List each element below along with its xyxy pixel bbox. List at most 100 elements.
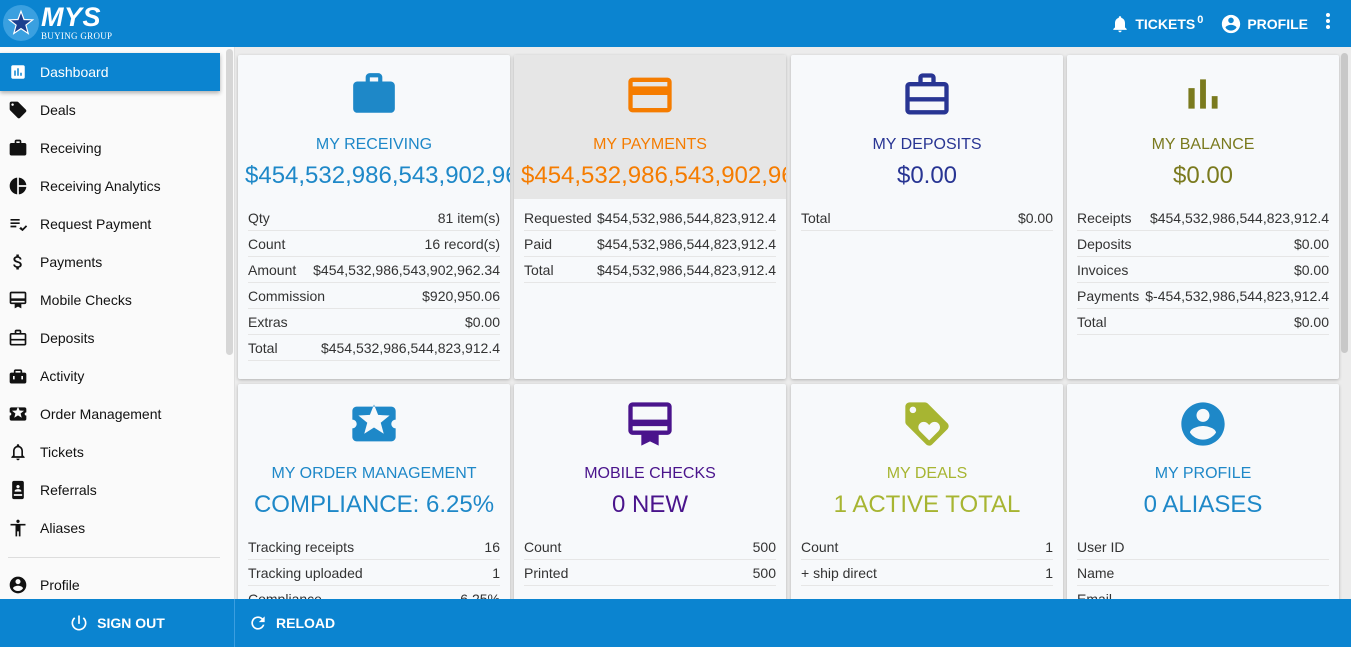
sidebar-item-referrals[interactable]: Referrals bbox=[0, 471, 220, 509]
row-label: Total bbox=[1077, 313, 1107, 330]
row-value: $454,532,986,544,823,912.4 bbox=[320, 339, 500, 356]
top-app-bar: MYS BUYING GROUP TICKETS 0 PROFILE bbox=[0, 0, 1351, 47]
row-label: Count bbox=[801, 538, 839, 555]
sidebar-item-deals[interactable]: Deals bbox=[0, 91, 220, 129]
tickets-label: TICKETS bbox=[1135, 15, 1196, 32]
row-label: Name bbox=[1077, 564, 1115, 581]
sidebar-item-request-payment[interactable]: Request Payment bbox=[0, 205, 220, 243]
sidebar-item-dashboard[interactable]: Dashboard bbox=[0, 53, 220, 91]
sidebar-item-label: Deposits bbox=[40, 330, 95, 346]
row-label: Payments bbox=[1077, 287, 1140, 304]
sidebar-item-mobile-checks[interactable]: Mobile Checks bbox=[0, 281, 220, 319]
row-label: Printed bbox=[524, 564, 569, 581]
profile-card[interactable]: MY PROFILE 0 ALIASES User ID Name Email bbox=[1067, 384, 1339, 599]
card-value: 0 ALIASES bbox=[1143, 491, 1263, 518]
sign-out-button[interactable]: SIGN OUT bbox=[0, 599, 235, 647]
table-row: Deposits $0.00 bbox=[1077, 231, 1329, 257]
row-value: 1 bbox=[492, 564, 500, 581]
sidebar-item-tickets[interactable]: Tickets bbox=[0, 433, 220, 471]
card-title: MY PAYMENTS bbox=[593, 136, 707, 153]
deposits-card[interactable]: MY DEPOSITS $0.00 Total $0.00 bbox=[791, 55, 1063, 379]
table-row: Tracking receipts 16 bbox=[248, 534, 500, 560]
sidebar-item-payments[interactable]: Payments bbox=[0, 243, 220, 281]
card-title: MY PROFILE bbox=[1154, 465, 1252, 482]
row-label: Deposits bbox=[1077, 235, 1132, 252]
table-row: Compliance 6.25% bbox=[248, 586, 500, 600]
main-scrollbar[interactable] bbox=[1341, 53, 1348, 353]
row-label: Tracking receipts bbox=[248, 538, 355, 555]
sidebar-item-receiving[interactable]: Receiving bbox=[0, 129, 220, 167]
tickets-count-badge: 0 bbox=[1197, 13, 1204, 26]
row-value: $454,532,986,544,823,912.4 bbox=[596, 261, 776, 278]
logo-star-icon bbox=[3, 4, 39, 41]
card-title: MY ORDER MANAGEMENT bbox=[271, 465, 477, 482]
mobile-checks-card[interactable]: MOBILE CHECKS 0 NEW Count 500 Printed 500 bbox=[514, 384, 786, 599]
sidebar-item-label: Aliases bbox=[40, 520, 86, 536]
table-row: Total $454,532,986,544,823,912.4 bbox=[248, 335, 500, 361]
row-value: $454,532,986,544,823,912.4 bbox=[596, 235, 776, 252]
reload-button[interactable]: RELOAD bbox=[248, 599, 335, 647]
row-label: Commission bbox=[248, 287, 326, 304]
balance-card[interactable]: MY BALANCE $0.00 Receipts $454,532,986,54… bbox=[1067, 55, 1339, 379]
sidebar-scrollbar[interactable] bbox=[226, 49, 233, 355]
pie-chart-icon bbox=[8, 176, 28, 196]
sidebar-item-deposits[interactable]: Deposits bbox=[0, 319, 220, 357]
row-value: 16 bbox=[484, 538, 500, 555]
order-management-card[interactable]: MY ORDER MANAGEMENT COMPLIANCE: 6.25% Tr… bbox=[238, 384, 510, 599]
row-value: 500 bbox=[752, 564, 776, 581]
sidebar-item-label: Payments bbox=[40, 254, 103, 270]
sidebar-item-label: Referrals bbox=[40, 482, 97, 498]
logo[interactable]: MYS BUYING GROUP bbox=[3, 4, 112, 41]
row-value: $-454,532,986,544,823,912.4 bbox=[1145, 287, 1329, 304]
card-value: 1 ACTIVE TOTAL bbox=[833, 491, 1021, 518]
bag-outline-icon bbox=[8, 328, 28, 348]
sidebar-item-profile[interactable]: Profile bbox=[0, 566, 220, 599]
row-label: Extras bbox=[248, 313, 288, 330]
account-circle-icon bbox=[8, 575, 28, 595]
row-value: $0.00 bbox=[1293, 313, 1329, 330]
payments-card[interactable]: MY PAYMENTS $454,532,986,543,902,962.34 … bbox=[514, 55, 786, 379]
row-value: 1 bbox=[1045, 564, 1053, 581]
sidebar-divider bbox=[8, 557, 220, 558]
sidebar-item-aliases[interactable]: Aliases bbox=[0, 509, 220, 547]
tag-heart-icon bbox=[8, 100, 28, 120]
credit-card-icon bbox=[514, 69, 786, 121]
card-title: MY DEPOSITS bbox=[872, 136, 982, 153]
tickets-button[interactable]: TICKETS 0 bbox=[1110, 14, 1203, 34]
row-value: 81 item(s) bbox=[437, 209, 500, 226]
sidebar-item-activity[interactable]: Activity bbox=[0, 357, 220, 395]
sidebar-item-receiving-analytics[interactable]: Receiving Analytics bbox=[0, 167, 220, 205]
row-value: $454,532,986,543,902,962.34 bbox=[313, 261, 500, 278]
sidebar-item-label: Deals bbox=[40, 102, 76, 118]
deals-card[interactable]: MY DEALS 1 ACTIVE TOTAL Count 1 + ship di… bbox=[791, 384, 1063, 599]
list-check-icon bbox=[8, 214, 28, 234]
check-card-icon bbox=[8, 290, 28, 310]
row-label: Amount bbox=[248, 261, 297, 278]
sidebar-item-label: Tickets bbox=[40, 444, 84, 460]
sidebar-item-order-management[interactable]: Order Management bbox=[0, 395, 220, 433]
bag-outline-icon bbox=[791, 69, 1063, 121]
receiving-card[interactable]: MY RECEIVING $454,532,986,543,902,962.34… bbox=[238, 55, 510, 379]
bell-outline-icon bbox=[8, 442, 28, 462]
toolbox-icon bbox=[8, 366, 28, 386]
briefcase-icon bbox=[238, 69, 510, 119]
table-row: Total $0.00 bbox=[801, 205, 1053, 231]
more-menu-icon[interactable] bbox=[1325, 12, 1331, 35]
dashboard-main: MY RECEIVING $454,532,986,543,902,962.34… bbox=[235, 47, 1351, 599]
row-value: $0.00 bbox=[1017, 209, 1053, 226]
card-value: $0.00 bbox=[1172, 162, 1234, 189]
row-label: User ID bbox=[1077, 538, 1125, 555]
table-row: User ID bbox=[1077, 534, 1329, 560]
table-row: Extras $0.00 bbox=[248, 309, 500, 335]
check-card-icon bbox=[514, 398, 786, 450]
table-row: Count 500 bbox=[524, 534, 776, 560]
row-value: $454,532,986,544,823,912.4 bbox=[1149, 209, 1329, 226]
table-row: Name bbox=[1077, 560, 1329, 586]
sidebar-item-label: Receiving bbox=[40, 140, 102, 156]
table-row: Tracking uploaded 1 bbox=[248, 560, 500, 586]
table-row: Total $0.00 bbox=[1077, 309, 1329, 335]
card-value: COMPLIANCE: 6.25% bbox=[253, 491, 495, 518]
profile-button[interactable]: PROFILE bbox=[1220, 13, 1308, 35]
row-label: Total bbox=[248, 339, 278, 356]
row-value: $920,950.06 bbox=[422, 287, 500, 304]
